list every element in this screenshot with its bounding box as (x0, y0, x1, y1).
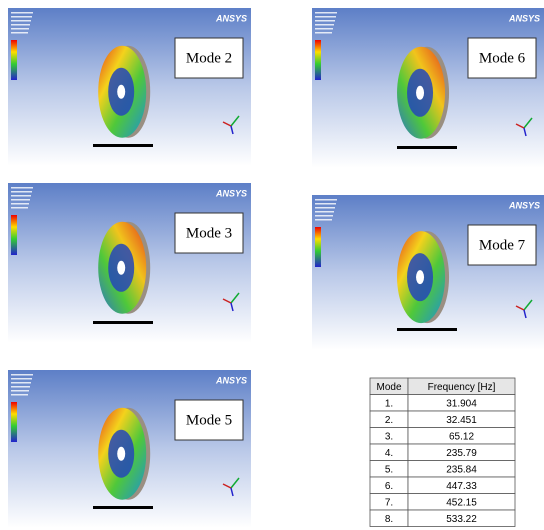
mode-panel: ANSYS Mode 3 (8, 183, 251, 343)
info-line (315, 16, 336, 18)
info-line (315, 203, 336, 205)
header-cell: Frequency [Hz] (428, 382, 496, 393)
info-line (11, 24, 30, 26)
mode-number: 5. (385, 464, 393, 475)
mode-label: Mode 7 (479, 237, 526, 253)
info-line (11, 203, 29, 205)
info-line (11, 16, 32, 18)
mode-number: 6. (385, 481, 393, 492)
mode-panel: ANSYS Mode 7 (312, 195, 544, 350)
wheel-hub (117, 447, 125, 461)
mode-panel: ANSYS Mode 6 (312, 8, 544, 168)
info-line (315, 219, 332, 221)
frequency-value: 65.12 (449, 431, 474, 442)
mode-label: Mode 6 (479, 50, 526, 66)
info-line (11, 382, 31, 384)
frequency-value: 235.84 (446, 464, 477, 475)
info-line (315, 211, 334, 213)
color-legend (315, 40, 321, 80)
info-line (11, 374, 33, 376)
info-line (11, 207, 28, 209)
info-line (11, 378, 32, 380)
frequency-value: 235.79 (446, 448, 477, 459)
info-line (11, 20, 31, 22)
info-line (315, 207, 335, 209)
color-legend (11, 402, 17, 442)
mode-label: Mode 2 (186, 50, 232, 66)
header-cell: Mode (376, 382, 401, 393)
scale-bar (397, 146, 457, 149)
mode-number: 7. (385, 497, 393, 508)
ansys-logo: ANSYS (508, 200, 540, 210)
figure: ANSYS Mode 2 ANSYS Mode 6 ANSYS Mode 3 ANSYS Mo… (0, 0, 544, 530)
wheel-hub (416, 270, 424, 284)
mode-panel: ANSYS Mode 5 (8, 370, 251, 528)
mode-number: 4. (385, 448, 393, 459)
color-legend (315, 227, 321, 267)
info-line (315, 215, 333, 217)
frequency-value: 447.33 (446, 481, 477, 492)
info-line (11, 386, 30, 388)
ansys-logo: ANSYS (215, 375, 247, 385)
info-line (315, 32, 332, 34)
scale-bar (93, 144, 153, 147)
mode-label: Mode 5 (186, 412, 232, 428)
info-line (11, 394, 28, 396)
info-line (11, 28, 29, 30)
mode-panel: ANSYS Mode 2 (8, 8, 251, 166)
info-line (11, 32, 28, 34)
frequency-value: 533.22 (446, 514, 477, 525)
info-line (11, 195, 31, 197)
mode-label: Mode 3 (186, 225, 232, 241)
frequency-value: 31.904 (446, 398, 477, 409)
ansys-logo: ANSYS (508, 13, 540, 23)
scale-bar (397, 328, 457, 331)
wheel-hub (416, 86, 424, 100)
info-line (11, 187, 33, 189)
mode-number: 8. (385, 514, 393, 525)
info-line (11, 199, 30, 201)
color-legend (11, 40, 17, 80)
info-line (315, 199, 337, 201)
mode-number: 1. (385, 398, 393, 409)
color-legend (11, 215, 17, 255)
info-line (11, 12, 33, 14)
mode-number: 3. (385, 431, 393, 442)
frequency-table: Mode Frequency [Hz] 1. 31.904 2. 32.451 3. 65.1… (370, 378, 515, 527)
frequency-value: 32.451 (446, 415, 477, 426)
info-line (315, 12, 337, 14)
mode-number: 2. (385, 415, 393, 426)
info-line (11, 390, 29, 392)
info-line (11, 191, 32, 193)
frequency-value: 452.15 (446, 497, 477, 508)
wheel-hub (117, 85, 125, 99)
info-line (315, 24, 334, 26)
ansys-logo: ANSYS (215, 188, 247, 198)
wheel-hub (117, 261, 125, 275)
scale-bar (93, 321, 153, 324)
info-line (315, 20, 335, 22)
scale-bar (93, 506, 153, 509)
ansys-logo: ANSYS (215, 13, 247, 23)
info-line (315, 28, 333, 30)
